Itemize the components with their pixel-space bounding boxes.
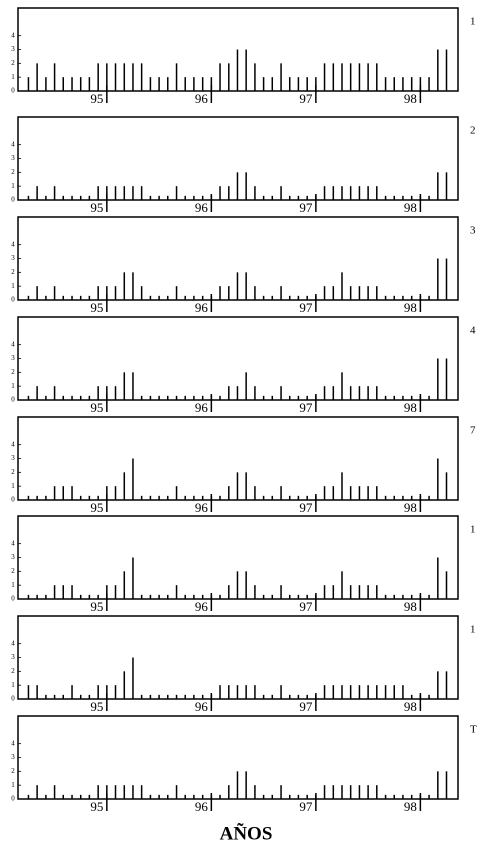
x-tick-label: 97 bbox=[299, 699, 313, 714]
y-tick-label: 2 bbox=[11, 767, 15, 775]
y-tick-label: 1 bbox=[11, 382, 15, 390]
panel-label: 3 bbox=[470, 225, 476, 237]
y-tick-label: 0 bbox=[11, 196, 15, 204]
y-tick-label: 3 bbox=[11, 653, 15, 661]
y-tick-label: 0 bbox=[11, 296, 15, 304]
y-tick-label: 0 bbox=[11, 595, 15, 603]
y-tick-label: 4 bbox=[11, 639, 15, 647]
y-tick-label: 2 bbox=[11, 368, 15, 376]
x-tick-label: 97 bbox=[299, 799, 313, 814]
y-tick-label: 4 bbox=[11, 240, 15, 248]
y-tick-label: 1 bbox=[11, 781, 15, 789]
x-tick-label: 95 bbox=[90, 799, 103, 814]
y-tick-label: 3 bbox=[11, 454, 15, 462]
x-tick-label: 98 bbox=[404, 300, 417, 315]
x-tick-label: 96 bbox=[195, 699, 209, 714]
y-tick-label: 2 bbox=[11, 268, 15, 276]
x-tick-label: 98 bbox=[404, 799, 417, 814]
y-tick-label: 4 bbox=[11, 31, 15, 39]
x-tick-label: 97 bbox=[299, 599, 313, 614]
panel-label: 2 bbox=[470, 125, 476, 137]
y-tick-label: 2 bbox=[11, 567, 15, 575]
panel-label: 7 bbox=[470, 425, 476, 437]
x-tick-label: 95 bbox=[90, 300, 103, 315]
x-tick-label: 96 bbox=[195, 300, 209, 315]
panel-label: 1 bbox=[470, 16, 476, 28]
y-tick-label: 0 bbox=[11, 795, 15, 803]
y-tick-label: 1 bbox=[11, 581, 15, 589]
x-tick-label: 97 bbox=[299, 400, 313, 415]
x-tick-label: 95 bbox=[90, 699, 103, 714]
x-tick-label: 98 bbox=[404, 400, 417, 415]
y-tick-label: 3 bbox=[11, 45, 15, 53]
x-tick-label: 95 bbox=[90, 400, 103, 415]
y-tick-label: 1 bbox=[11, 182, 15, 190]
x-tick-label: 95 bbox=[90, 599, 103, 614]
y-tick-label: 0 bbox=[11, 87, 15, 95]
y-tick-label: 2 bbox=[11, 168, 15, 176]
y-tick-label: 1 bbox=[11, 282, 15, 290]
panel-label: T bbox=[470, 724, 477, 736]
y-tick-label: 4 bbox=[11, 340, 15, 348]
y-tick-label: 3 bbox=[11, 553, 15, 561]
y-tick-label: 2 bbox=[11, 667, 15, 675]
y-tick-label: 0 bbox=[11, 496, 15, 504]
y-tick-label: 3 bbox=[11, 354, 15, 362]
y-tick-label: 0 bbox=[11, 396, 15, 404]
x-tick-label: 97 bbox=[299, 300, 313, 315]
x-tick-label: 96 bbox=[195, 500, 209, 515]
y-tick-label: 3 bbox=[11, 254, 15, 262]
x-tick-label: 98 bbox=[404, 599, 417, 614]
panel-label: 1 bbox=[470, 624, 476, 636]
x-axis-title: AÑOS bbox=[220, 822, 273, 844]
y-tick-label: 1 bbox=[11, 482, 15, 490]
x-tick-label: 95 bbox=[90, 500, 103, 515]
panel-label: 1 bbox=[470, 524, 476, 536]
panel-label: 4 bbox=[470, 325, 476, 337]
x-tick-label: 96 bbox=[195, 200, 209, 215]
x-tick-label: 96 bbox=[195, 400, 209, 415]
y-tick-label: 4 bbox=[11, 140, 15, 148]
x-tick-label: 96 bbox=[195, 599, 209, 614]
y-tick-label: 2 bbox=[11, 59, 15, 67]
x-tick-label: 95 bbox=[90, 91, 103, 106]
y-tick-label: 3 bbox=[11, 154, 15, 162]
x-tick-label: 97 bbox=[299, 500, 313, 515]
y-tick-label: 1 bbox=[11, 73, 15, 81]
x-tick-label: 96 bbox=[195, 91, 209, 106]
x-tick-label: 97 bbox=[299, 91, 313, 106]
x-tick-label: 98 bbox=[404, 91, 417, 106]
x-tick-label: 98 bbox=[404, 200, 417, 215]
x-tick-label: 97 bbox=[299, 200, 313, 215]
y-tick-label: 1 bbox=[11, 681, 15, 689]
y-tick-label: 2 bbox=[11, 468, 15, 476]
x-tick-label: 95 bbox=[90, 200, 103, 215]
y-tick-label: 0 bbox=[11, 695, 15, 703]
x-tick-label: 96 bbox=[195, 799, 209, 814]
y-tick-label: 4 bbox=[11, 739, 15, 747]
x-tick-label: 98 bbox=[404, 500, 417, 515]
x-tick-label: 98 bbox=[404, 699, 417, 714]
y-tick-label: 3 bbox=[11, 753, 15, 761]
y-tick-label: 4 bbox=[11, 539, 15, 547]
y-tick-label: 4 bbox=[11, 440, 15, 448]
